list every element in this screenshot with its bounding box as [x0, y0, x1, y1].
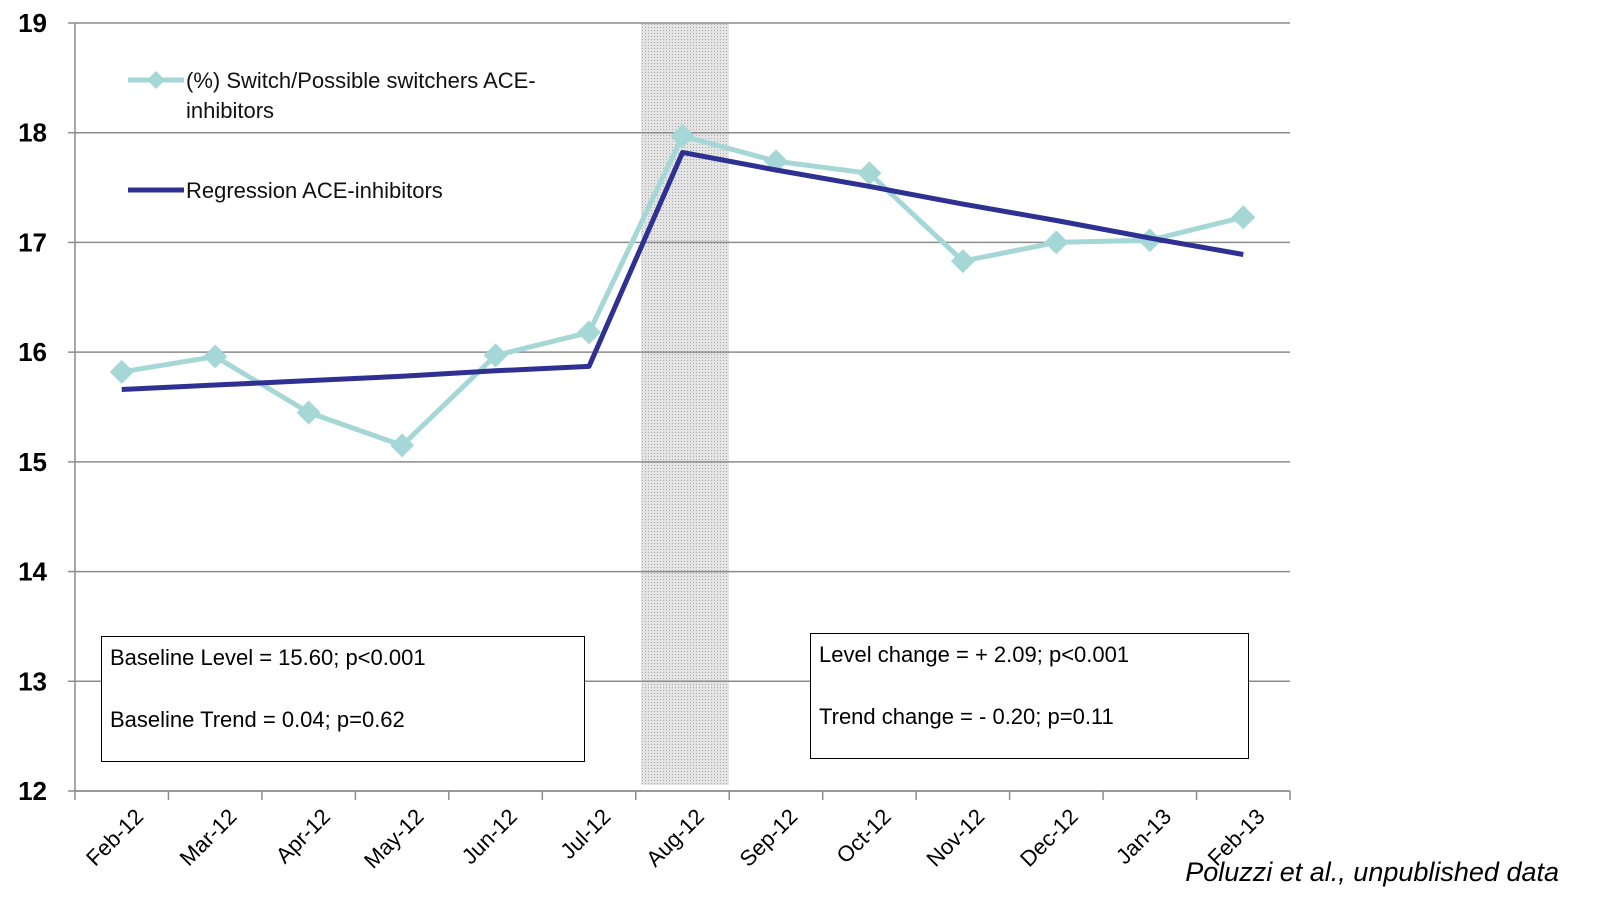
annotation: Level change = + 2.09; p<0.001	[819, 642, 1130, 667]
point	[1231, 205, 1256, 230]
y-tick-label: 13	[18, 666, 47, 696]
x-tick-label: Feb-12	[81, 804, 148, 871]
point	[483, 343, 508, 368]
intervention-band	[641, 23, 729, 785]
point	[109, 359, 134, 384]
legend-label: (%) Switch/Possible switchers ACE-inhibi…	[186, 68, 536, 123]
point	[950, 249, 975, 274]
annotation: Baseline Trend = 0.04; p=0.62	[110, 707, 405, 732]
annotation: Trend change = - 0.20; p=0.11	[819, 704, 1114, 729]
annotation-box: Level change = + 2.09; p<0.001 Trend cha…	[810, 633, 1249, 759]
x-tick-label: Sep-12	[735, 804, 803, 872]
source-note: Poluzzi et al., unpublished data	[1185, 857, 1559, 887]
x-tick-label: Nov-12	[921, 804, 989, 872]
series-line	[121, 149, 1244, 392]
y-tick-label: 17	[18, 227, 47, 257]
annotation: Baseline Level = 15.60; p<0.001	[110, 645, 426, 670]
x-tick-label: Jan-13	[1111, 804, 1176, 869]
x-tick-label: Aug-12	[641, 804, 709, 872]
x-tick-label: Apr-12	[271, 804, 335, 868]
point	[670, 124, 695, 149]
x-tick-label: Mar-12	[175, 804, 242, 871]
annotation-box: Baseline Level = 15.60; p<0.001 Baseline…	[101, 636, 585, 762]
point	[857, 161, 882, 186]
point	[1044, 230, 1069, 255]
x-tick-label: Jun-12	[457, 804, 522, 869]
x-tick-label: Oct-12	[831, 804, 895, 868]
y-tick-label: 12	[18, 776, 47, 806]
y-tick-label: 16	[18, 337, 47, 367]
x-tick-label: May-12	[359, 804, 429, 874]
y-tick-label: 18	[18, 118, 47, 148]
x-tick-label: Dec-12	[1015, 804, 1083, 872]
y-tick-label: 14	[18, 557, 47, 587]
y-tick-label: 19	[18, 8, 47, 38]
y-tick-label: 15	[18, 447, 47, 477]
point	[296, 400, 321, 425]
x-tick-label: Jul-12	[555, 804, 615, 864]
point	[203, 344, 228, 369]
point	[577, 320, 602, 345]
point	[390, 433, 415, 458]
legend-label: Regression ACE-inhibitors	[186, 178, 443, 203]
legend-marker	[147, 71, 165, 89]
